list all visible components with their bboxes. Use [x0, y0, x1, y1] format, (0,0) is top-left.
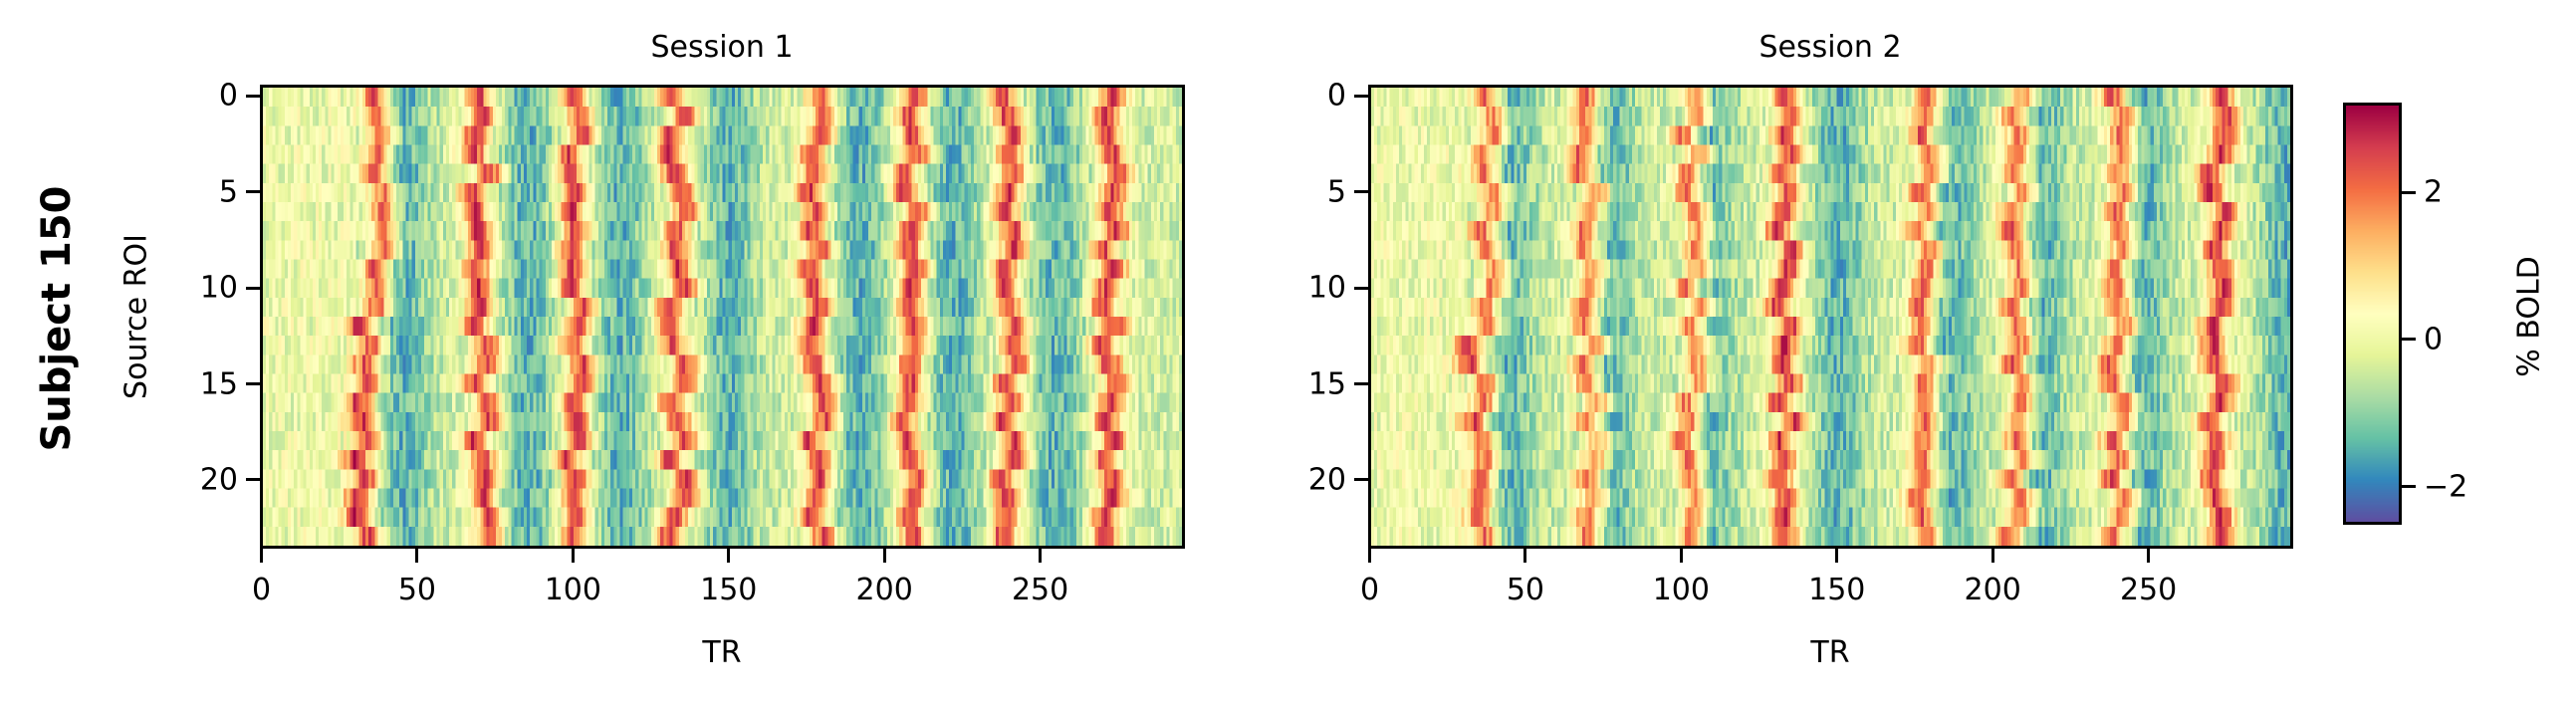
x-tick-label: 200	[1964, 573, 2021, 607]
colorbar-tick-label: 0	[2424, 322, 2444, 357]
y-tick-label: 0	[1326, 78, 1346, 114]
y-axis-label: Source ROI	[118, 234, 154, 399]
heatmap-session-2	[1368, 85, 2293, 549]
x-axis-label-session-2: TR	[1810, 635, 1850, 670]
x-tick-mark	[571, 549, 575, 563]
colorbar-tick-mark	[2402, 485, 2416, 489]
y-tick-label: 15	[1307, 366, 1346, 402]
x-tick-label: 50	[397, 573, 436, 607]
x-tick-mark	[1991, 549, 1994, 563]
y-tick-mark	[1354, 382, 1368, 386]
y-tick-mark	[246, 382, 260, 386]
x-tick-label: 150	[700, 573, 758, 607]
colorbar-tick-mark	[2402, 338, 2416, 342]
x-tick-label: 250	[1011, 573, 1069, 607]
colorbar-label: % BOLD	[2511, 256, 2547, 377]
x-tick-mark	[1039, 549, 1043, 563]
heatmap-session-1	[260, 85, 1185, 549]
panel-title-session-1: Session 1	[650, 30, 794, 65]
heatmap-canvas-session-2	[1371, 88, 2290, 546]
x-tick-mark	[1523, 549, 1527, 563]
x-axis-label-session-1: TR	[702, 635, 742, 670]
colorbar-gradient	[2346, 106, 2399, 522]
x-tick-mark	[1679, 549, 1683, 563]
y-tick-mark	[1354, 94, 1368, 98]
y-tick-label: 5	[218, 174, 238, 210]
x-tick-label: 50	[1506, 573, 1544, 607]
x-tick-label: 0	[1359, 573, 1380, 607]
y-tick-label: 5	[1326, 174, 1346, 210]
y-tick-mark	[1354, 286, 1368, 290]
y-tick-mark	[1354, 190, 1368, 194]
y-tick-label: 10	[199, 270, 238, 306]
y-tick-label: 20	[1307, 462, 1346, 498]
y-tick-label: 15	[199, 366, 238, 402]
colorbar-tick-label: −2	[2424, 469, 2468, 505]
y-tick-label: 10	[1307, 270, 1346, 306]
x-tick-label: 100	[1652, 573, 1710, 607]
colorbar-tick-mark	[2402, 190, 2416, 194]
y-tick-mark	[246, 190, 260, 194]
y-tick-label: 20	[199, 462, 238, 498]
subject-row-label: Subject 150	[34, 185, 80, 452]
x-tick-mark	[2147, 549, 2151, 563]
x-tick-mark	[727, 549, 731, 563]
heatmap-canvas-session-1	[263, 88, 1182, 546]
x-tick-mark	[1368, 549, 1371, 563]
x-tick-label: 150	[1808, 573, 1866, 607]
y-tick-mark	[246, 478, 260, 482]
x-tick-mark	[882, 549, 886, 563]
x-tick-label: 250	[2119, 573, 2178, 607]
x-tick-mark	[1835, 549, 1839, 563]
y-tick-mark	[246, 94, 260, 98]
x-tick-mark	[415, 549, 419, 563]
colorbar	[2343, 103, 2402, 525]
colorbar-tick-label: 2	[2424, 174, 2444, 210]
y-tick-mark	[246, 286, 260, 290]
x-tick-mark	[260, 549, 263, 563]
y-tick-label: 0	[218, 78, 238, 114]
y-tick-mark	[1354, 478, 1368, 482]
panel-title-session-2: Session 2	[1758, 30, 1902, 65]
x-tick-label: 0	[251, 573, 272, 607]
x-tick-label: 100	[544, 573, 601, 607]
x-tick-label: 200	[855, 573, 913, 607]
